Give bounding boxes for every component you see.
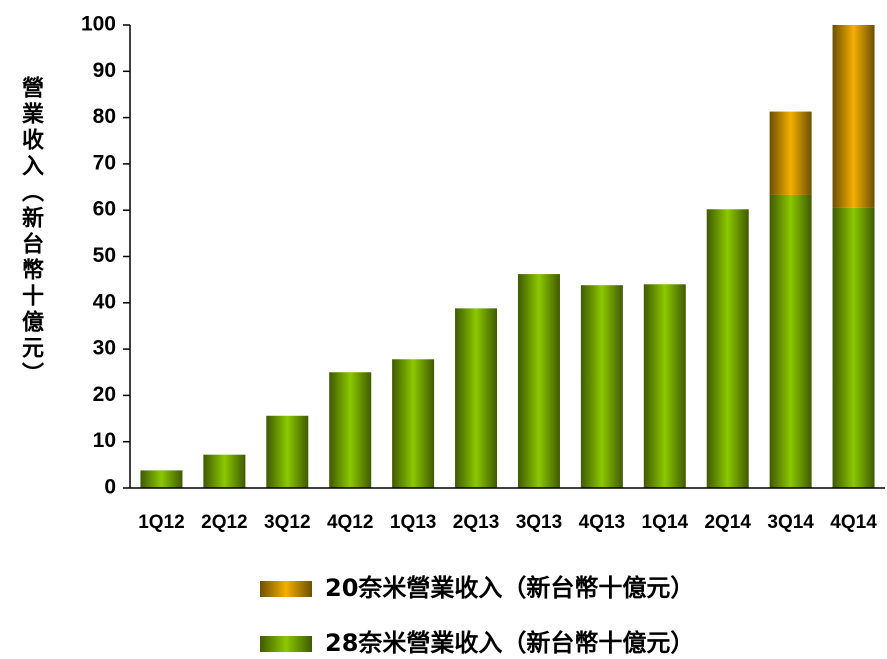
x-tick-label: 1Q12 xyxy=(138,512,184,533)
bar-segment xyxy=(455,308,498,488)
x-tick-label: 2Q13 xyxy=(453,512,499,533)
x-tick-label: 3Q12 xyxy=(264,512,310,533)
y-tick-label: 70 xyxy=(93,151,116,174)
bar-segment xyxy=(140,470,183,488)
x-tick-label: 4Q13 xyxy=(579,512,625,533)
legend-label: 28奈米營業收入（新台幣十億元） xyxy=(325,629,694,657)
y-tick-label: 100 xyxy=(81,13,116,36)
x-tick-label: 4Q12 xyxy=(327,512,373,533)
y-tick-label: 40 xyxy=(93,290,116,313)
bar-segment xyxy=(832,207,875,488)
x-tick-label: 3Q14 xyxy=(767,512,814,533)
bar-segment xyxy=(203,454,246,488)
y-tick-label: 30 xyxy=(93,337,116,360)
bar-segment xyxy=(329,372,372,488)
bar-segment xyxy=(643,284,686,488)
bar-segment xyxy=(580,285,623,488)
bar-segment xyxy=(832,25,875,208)
bar-segment xyxy=(266,415,309,488)
legend-label: 20奈米營業收入（新台幣十億元） xyxy=(325,574,694,602)
y-tick-label: 0 xyxy=(104,476,116,499)
x-tick-label: 2Q12 xyxy=(201,512,247,533)
bar-segment xyxy=(706,209,749,489)
x-tick-label: 2Q14 xyxy=(704,512,751,533)
bar-segment xyxy=(769,111,812,195)
y-axis-label: 營業收入（新台幣十億元） xyxy=(18,76,44,388)
x-tick-label: 3Q13 xyxy=(516,512,562,533)
x-tick-label: 4Q14 xyxy=(830,512,877,533)
y-tick-label: 10 xyxy=(93,429,116,452)
bar-segment xyxy=(517,274,560,488)
y-tick-label: 20 xyxy=(93,383,116,406)
legend-swatch xyxy=(260,636,312,652)
y-tick-label: 60 xyxy=(93,198,116,221)
bar-segment xyxy=(769,194,812,488)
legend-swatch xyxy=(260,581,312,597)
x-tick-label: 1Q14 xyxy=(642,512,689,533)
x-tick-label: 1Q13 xyxy=(390,512,436,533)
y-tick-label: 50 xyxy=(93,244,116,267)
y-tick-label: 90 xyxy=(93,59,116,82)
bar-segment xyxy=(392,359,435,488)
y-tick-label: 80 xyxy=(93,105,116,128)
